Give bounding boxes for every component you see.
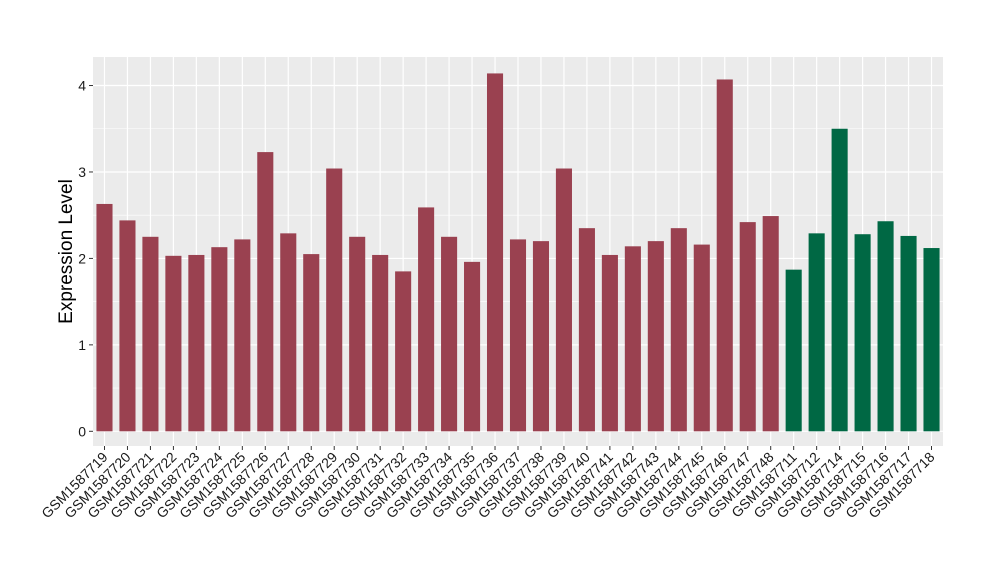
bar-GSM1587732 <box>395 271 412 432</box>
bar-GSM1587744 <box>670 228 687 432</box>
bar-GSM1587721 <box>142 236 159 432</box>
bar-GSM1587727 <box>280 233 297 432</box>
bar-GSM1587737 <box>509 239 527 432</box>
bar-GSM1587716 <box>877 221 894 432</box>
bar-GSM1587720 <box>119 220 136 432</box>
bars <box>96 73 940 432</box>
bar-GSM1587743 <box>647 241 664 432</box>
bar-GSM1587730 <box>349 236 366 432</box>
bar-GSM1587736 <box>486 73 504 432</box>
bar-GSM1587717 <box>900 235 917 432</box>
bar-GSM1587714 <box>831 128 848 432</box>
y-tick-label: 2 <box>78 250 86 266</box>
bar-GSM1587723 <box>188 254 205 432</box>
bar-GSM1587731 <box>372 254 389 432</box>
bar-GSM1587726 <box>257 152 274 432</box>
y-axis-title: Expression Level <box>56 179 77 324</box>
bar-GSM1587722 <box>165 255 182 432</box>
bar-GSM1587746 <box>716 79 733 432</box>
bar-GSM1587733 <box>418 207 435 432</box>
bar-GSM1587739 <box>555 168 572 432</box>
y-tick-label: 4 <box>78 78 86 94</box>
bar-GSM1587734 <box>441 236 458 432</box>
bar-GSM1587724 <box>211 247 228 432</box>
bar-GSM1587748 <box>762 216 779 432</box>
bar-GSM1587740 <box>578 228 595 432</box>
bar-GSM1587747 <box>739 222 756 432</box>
bar-GSM1587745 <box>693 244 710 432</box>
bar-GSM1587738 <box>532 241 550 432</box>
bar-GSM1587712 <box>808 233 825 432</box>
bar-GSM1587729 <box>326 168 343 432</box>
bar-GSM1587711 <box>785 269 802 432</box>
x-axis: GSM1587719GSM1587720GSM1587721GSM1587722… <box>38 446 938 521</box>
y-axis: 0 1 2 3 4 <box>78 78 93 439</box>
y-tick-label: 1 <box>78 337 86 353</box>
y-tick-label: 3 <box>78 164 86 180</box>
bar-GSM1587718 <box>923 248 940 432</box>
bar-GSM1587741 <box>601 254 618 432</box>
y-tick-label: 0 <box>78 423 86 439</box>
bar-GSM1587715 <box>854 234 871 432</box>
bar-GSM1587735 <box>464 261 481 432</box>
bar-GSM1587725 <box>234 239 251 432</box>
bar-GSM1587728 <box>303 254 320 432</box>
bar-GSM1587742 <box>624 246 641 432</box>
bar-GSM1587719 <box>96 203 113 432</box>
